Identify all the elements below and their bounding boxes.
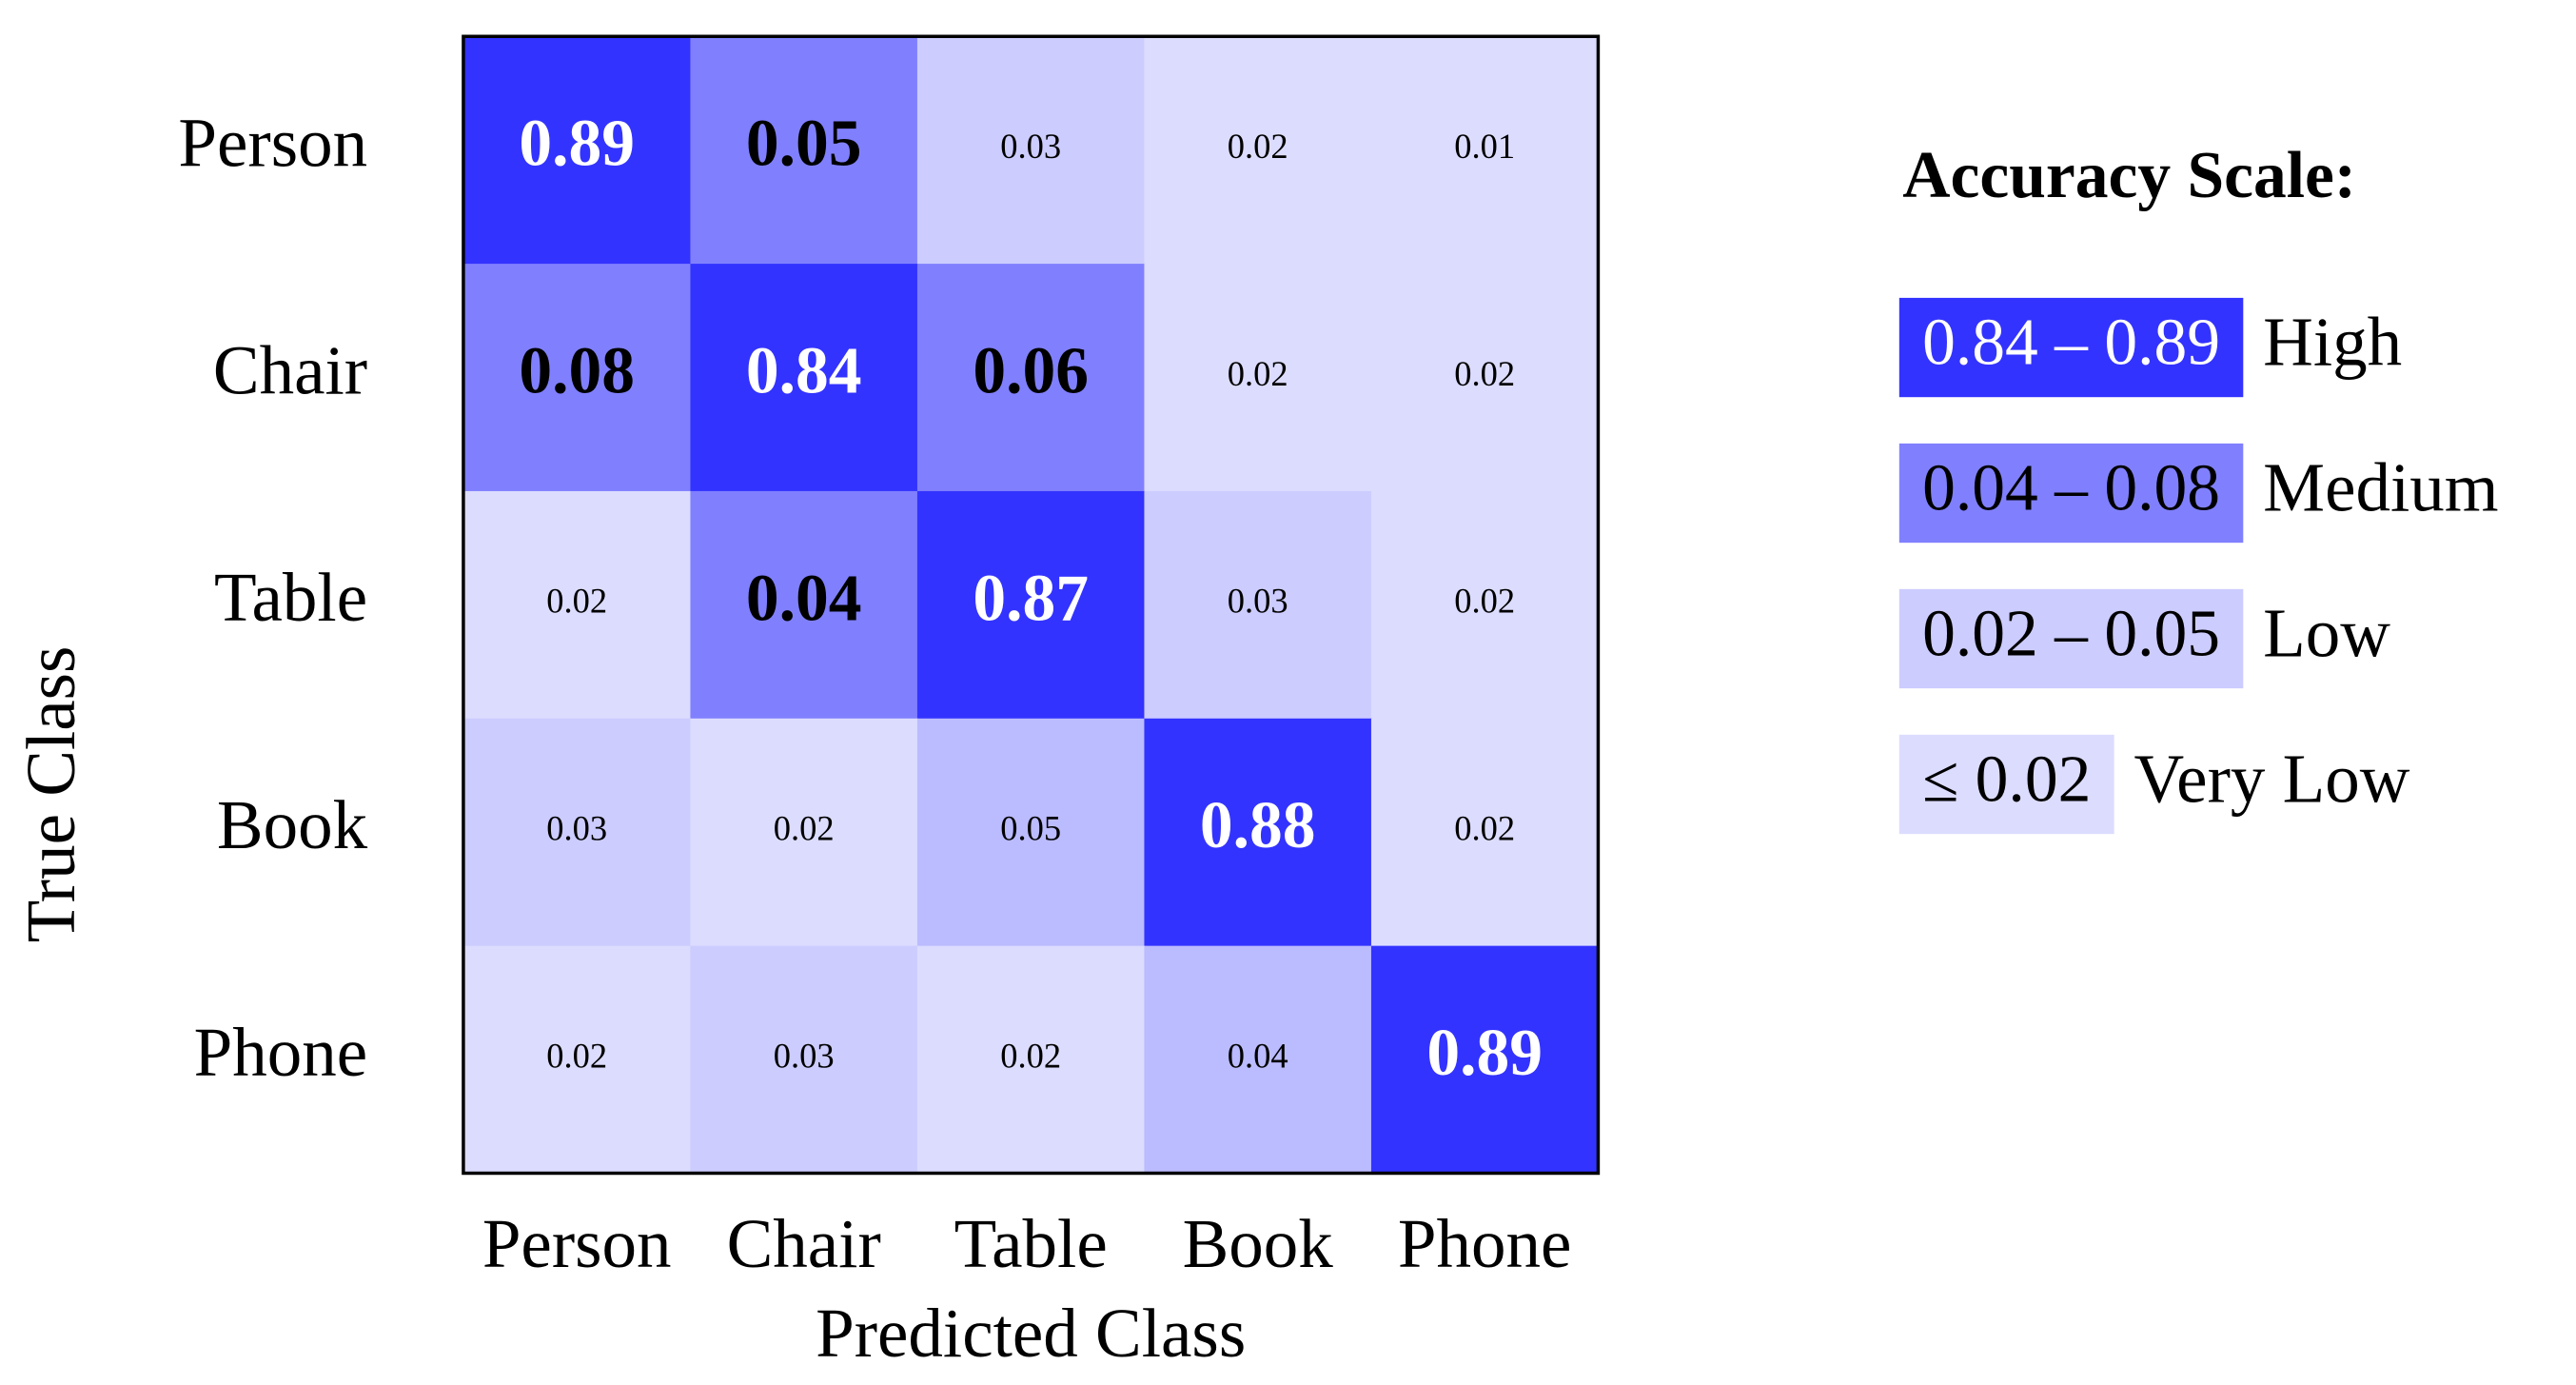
heatmap-cell: [1370, 264, 1600, 492]
heatmap-cell: [1370, 718, 1600, 947]
heatmap-cell: [1370, 490, 1600, 720]
legend-label: Low: [2263, 594, 2390, 671]
heatmap-cell: [462, 36, 692, 265]
heatmap-cell: [462, 945, 692, 1175]
cell-value-label: 0.02: [1454, 582, 1515, 621]
heatmap-cell: [1370, 945, 1600, 1175]
cell-value-label: 0.05: [1000, 809, 1061, 848]
heatmap-cell: [462, 264, 692, 492]
y-axis-title: True Class: [12, 646, 89, 943]
heatmap-cell: [1144, 945, 1372, 1175]
cell-value-label: 0.89: [519, 108, 635, 181]
x-tick-label: Table: [954, 1205, 1108, 1282]
heatmap-cell: [916, 36, 1146, 265]
y-tick-label: Phone: [194, 1014, 367, 1091]
cell-value-label: 0.88: [1200, 789, 1316, 862]
legend-swatch: [1898, 443, 2244, 544]
heatmap-cell: [1144, 264, 1372, 492]
legend-title: Accuracy Scale:: [1902, 139, 2356, 212]
legend-range: 0.04 – 0.08: [1922, 452, 2220, 525]
y-tick-label: Book: [217, 786, 368, 863]
legend-label: High: [2263, 304, 2402, 381]
cell-value-label: 0.02: [1000, 1036, 1061, 1075]
legend-range: 0.84 – 0.89: [1922, 307, 2220, 380]
cell-value-label: 0.03: [774, 1036, 835, 1075]
cell-value-label: 0.89: [1426, 1017, 1543, 1090]
heatmap-cell: [916, 945, 1146, 1175]
x-axis-title: Predicted Class: [816, 1295, 1246, 1372]
plot-border: [462, 34, 1601, 1176]
cell-value-label: 0.03: [546, 809, 607, 848]
heatmap-cell: [916, 264, 1146, 492]
legend-swatch: [1898, 588, 2244, 689]
cell-value-label: 0.06: [973, 334, 1089, 407]
cell-value-label: 0.84: [746, 334, 862, 407]
legend-range: ≤ 0.02: [1922, 743, 2091, 817]
legend-label: Very Low: [2134, 740, 2410, 817]
cell-value-label: 0.02: [1454, 809, 1515, 848]
legend-swatch: [1898, 297, 2244, 398]
heatmap-cell: [916, 490, 1146, 720]
heatmap-cell: [690, 945, 918, 1175]
x-tick-label: Book: [1183, 1205, 1334, 1282]
cell-value-label: 0.02: [546, 1036, 607, 1075]
cell-value-label: 0.03: [1228, 582, 1288, 621]
cell-value-label: 0.02: [1228, 354, 1288, 393]
heatmap-cell: [1144, 36, 1372, 265]
cell-value-label: 0.04: [1228, 1036, 1288, 1075]
heatmap-cell: [690, 36, 918, 265]
cell-value-label: 0.02: [546, 582, 607, 621]
heatmap-cell: [690, 264, 918, 492]
cell-value-label: 0.05: [746, 108, 862, 181]
cell-value-label: 0.87: [973, 562, 1089, 635]
heatmap-cell: [690, 718, 918, 947]
heatmap-cell: [916, 718, 1146, 947]
heatmap-cell: [1144, 490, 1372, 720]
legend-swatch: [1898, 734, 2114, 835]
cell-value-label: 0.04: [746, 562, 862, 635]
legend-label: Medium: [2263, 449, 2498, 526]
heatmap-cell: [462, 490, 692, 720]
heatmap-cell: [690, 490, 918, 720]
legend-range: 0.02 – 0.05: [1922, 598, 2220, 671]
x-tick-label: Phone: [1398, 1205, 1572, 1282]
cell-value-label: 0.01: [1454, 127, 1515, 166]
cell-value-label: 0.02: [1228, 127, 1288, 166]
heatmap-cell: [1144, 718, 1372, 947]
cell-value-label: 0.02: [1454, 354, 1515, 393]
cell-value-label: 0.02: [774, 809, 835, 848]
y-tick-label: Chair: [213, 331, 367, 408]
x-tick-label: Person: [482, 1205, 672, 1282]
cell-value-label: 0.08: [519, 334, 635, 407]
heatmap-cell: [1370, 36, 1600, 265]
y-tick-label: Person: [178, 104, 367, 181]
x-tick-label: Chair: [727, 1205, 881, 1282]
cell-value-label: 0.03: [1000, 127, 1061, 166]
heatmap-cell: [462, 718, 692, 947]
y-tick-label: Table: [214, 559, 367, 636]
